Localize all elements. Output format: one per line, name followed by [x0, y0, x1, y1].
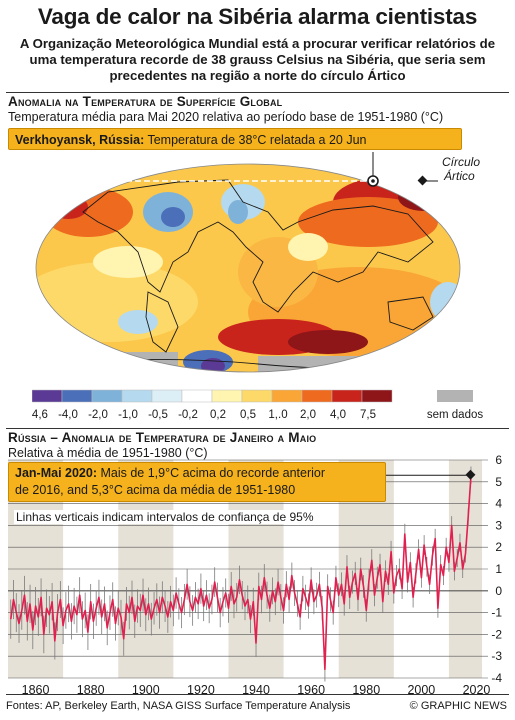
x-tick-label: 1960: [297, 683, 325, 695]
x-tick-label: 2000: [407, 683, 435, 695]
global-anomaly-map: Círculo Ártico: [35, 152, 480, 373]
legend-label: -4,6: [32, 409, 48, 421]
legend-label: 1,.0: [268, 409, 287, 421]
legend-swatch: [331, 389, 363, 403]
x-tick-label: 2020: [463, 683, 491, 695]
record-callout-line2: de 2016, and 5,3°C acima da média de 195…: [15, 483, 296, 497]
legend-label: -4,0: [58, 409, 78, 421]
record-callout-line1: Mais de 1,9°C acima do recorde anterior: [96, 466, 326, 480]
legend-label: -0,5: [148, 409, 168, 421]
x-tick-label: 1880: [77, 683, 105, 695]
y-tick-label: 6: [495, 453, 502, 467]
legend-label: 7,5: [360, 409, 376, 421]
series-line: [10, 475, 472, 671]
record-callout-label: Jan-Mai 2020:: [15, 466, 97, 480]
record-callout: Jan-Mai 2020: Mais de 1,9°C acima do rec…: [8, 462, 386, 502]
legend-swatch: [301, 389, 333, 403]
legend-swatch: [121, 389, 153, 403]
legend-label: -2,0: [88, 409, 108, 421]
y-tick-label: 5: [495, 475, 502, 489]
legend-swatch: [61, 389, 93, 403]
legend-swatch: [211, 389, 243, 403]
callout-location: Verkhoyansk, Rússia:: [15, 133, 145, 147]
legend-label: -0,2: [178, 409, 198, 421]
chart-section-title: Rússia – Anomalia de Temperatura de Jane…: [8, 430, 317, 445]
y-tick-label: 0: [495, 584, 502, 598]
chart-section-subtitle: Relativa à média de 1951-1980 (°C): [8, 446, 208, 460]
y-tick-label: 1: [495, 562, 502, 576]
legend-swatch: [151, 389, 183, 403]
confidence-interval-note: Linhas verticais indicam intervalos de c…: [14, 510, 316, 524]
map-section-subtitle: Temperatura média para Mai 2020 relativa…: [8, 110, 444, 124]
arctic-label-1: Círculo: [442, 155, 480, 169]
legend-swatch: [32, 389, 63, 403]
arctic-marker: [417, 175, 428, 186]
verkhoyansk-marker-dot: [371, 179, 375, 183]
legend-label: 2,0: [300, 409, 316, 421]
legend-label: 0,5: [240, 409, 256, 421]
y-tick-label: -4: [491, 671, 502, 685]
legend-label: 4,0: [330, 409, 346, 421]
x-tick-label: 1860: [22, 683, 50, 695]
divider: [6, 92, 509, 93]
verkhoyansk-callout: Verkhoyansk, Rússia: Temperatura de 38°C…: [8, 128, 462, 150]
sources: Fontes: AP, Berkeley Earth, NASA GISS Su…: [6, 700, 351, 712]
legend-swatch: [241, 389, 273, 403]
copyright: © GRAPHIC NEWS: [409, 700, 507, 712]
x-tick-label: 1940: [242, 683, 270, 695]
map-section-title: Anomalia na Temperatura de Superfície Gl…: [8, 94, 283, 109]
legend-label: 0,2: [210, 409, 226, 421]
y-tick-label: -2: [491, 627, 502, 641]
divider: [6, 428, 509, 429]
y-tick-label: -3: [491, 649, 502, 663]
anomaly-field: [36, 164, 460, 372]
y-tick-label: 2: [495, 540, 502, 554]
globe-outline: [35, 163, 461, 373]
divider: [6, 694, 509, 695]
russia-anomaly-chart: -4 -3 -2 -1 0 1 2 3 4 5 6 1860 1880 1900 1920 1940 1960 1…: [8, 453, 502, 695]
legend-swatch: [271, 389, 303, 403]
x-tick-label: 1900: [132, 683, 160, 695]
callout-detail: Temperatura de 38°C relatada a 20 Jun: [144, 133, 367, 147]
infographic-subtitle: A Organização Meteorológica Mundial está…: [19, 36, 496, 83]
legend-no-data-swatch: [437, 390, 473, 402]
legend-swatch: [181, 389, 213, 403]
legend-no-data-label: sem dados: [427, 409, 484, 421]
color-legend: -4,6 -4,0 -2,0 -1,0 -0,5 -0,2 0,2 0,5 1,.0 2,0 4,0…: [32, 389, 484, 421]
legend-swatch: [361, 389, 393, 403]
x-tick-label: 1920: [187, 683, 215, 695]
y-tick-label: 3: [495, 518, 502, 532]
arctic-label-2: Ártico: [443, 168, 475, 183]
legend-label: -1,0: [118, 409, 138, 421]
y-tick-label: -1: [491, 606, 502, 620]
infographic-title: Vaga de calor na Sibéria alarma cientist…: [37, 4, 478, 29]
legend-swatch: [91, 389, 123, 403]
y-tick-label: 4: [495, 497, 502, 511]
x-tick-label: 1980: [352, 683, 380, 695]
